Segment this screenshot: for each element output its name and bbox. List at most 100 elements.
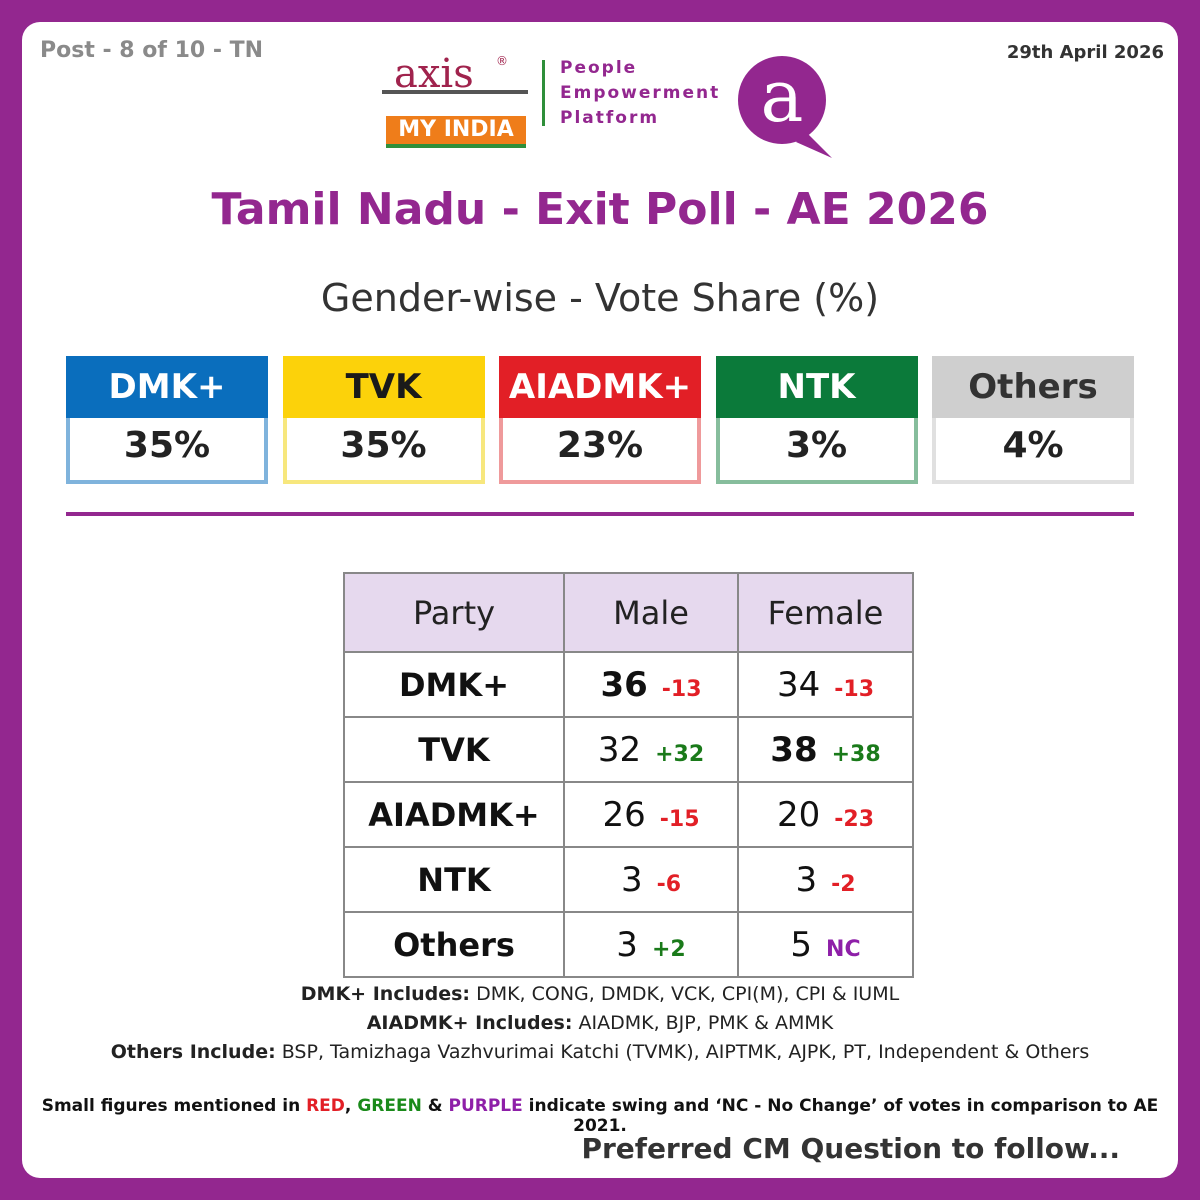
swing: -2	[831, 871, 856, 897]
vote-share: 26	[602, 794, 646, 835]
party-card: TVK 35%	[282, 356, 485, 484]
swing: -23	[834, 806, 874, 832]
table-row: NTK 3 -6 3 -2	[343, 846, 914, 913]
subtitle: Gender-wise - Vote Share (%)	[320, 276, 880, 320]
party-share: 3%	[715, 418, 918, 484]
party-share: 35%	[66, 418, 268, 484]
female-cell: 3 -2	[737, 846, 914, 913]
column-header: Party	[343, 572, 565, 653]
party-cell: TVK	[343, 716, 565, 783]
vote-share: 3	[795, 859, 818, 900]
note-text: DMK, CONG, DMDK, VCK, CPI(M), CPI & IUML	[476, 983, 900, 1005]
note-text: AIADMK, BJP, PMK & AMMK	[578, 1012, 834, 1034]
male-cell: 26 -15	[563, 781, 739, 848]
header-row: Party Male Female	[343, 572, 914, 653]
swing: +38	[831, 741, 881, 767]
tagline-line: People	[560, 58, 638, 78]
party-share: 4%	[932, 418, 1134, 484]
party-cell: AIADMK+	[343, 781, 565, 848]
swing: +32	[655, 741, 705, 767]
column-header: Female	[737, 572, 914, 653]
table-row: TVK 32 +32 38 +38	[343, 716, 914, 783]
male-cell: 3 +2	[563, 911, 739, 978]
female-cell: 34 -13	[737, 651, 914, 718]
note-label: AIADMK+ Includes:	[366, 1012, 573, 1034]
table-row: DMK+ 36 -13 34 -13	[343, 651, 914, 718]
female-cell: 38 +38	[737, 716, 914, 783]
party-name: Others	[932, 356, 1134, 418]
date: 29th April 2026	[1006, 42, 1164, 63]
vote-share: 3	[620, 859, 643, 900]
footnote: Small figures mentioned in RED, GREEN & …	[22, 1096, 1178, 1136]
footnote-part: ,	[344, 1096, 358, 1116]
logo-divider	[542, 60, 545, 126]
separator	[66, 512, 1134, 516]
footnote-part: Small figures mentioned in	[41, 1096, 307, 1116]
logo: axis ® MY INDIA	[372, 52, 532, 152]
footnote-part: indicate swing and ‘NC - No Change’ of v…	[522, 1096, 1159, 1136]
icon-letter: a	[761, 54, 804, 138]
logo-axis: axis	[394, 51, 474, 97]
table-row: AIADMK+ 26 -15 20 -23	[343, 781, 914, 848]
footnote-part: GREEN	[357, 1096, 422, 1116]
swing: NC	[826, 936, 861, 962]
vote-share: 38	[770, 729, 818, 770]
party-share: 35%	[282, 418, 485, 484]
female-cell: 5 NC	[737, 911, 914, 978]
post-counter: Post - 8 of 10 - TN	[40, 38, 264, 63]
logo-rule	[382, 90, 528, 94]
vote-share: 32	[597, 729, 642, 770]
male-cell: 32 +32	[563, 716, 739, 783]
notes: DMK+ Includes: DMK, CONG, DMDK, VCK, CPI…	[22, 980, 1178, 1067]
male-cell: 3 -6	[563, 846, 739, 913]
swing: -13	[834, 676, 874, 702]
vote-share: 5	[790, 924, 813, 965]
party-name: NTK	[715, 356, 918, 418]
logo-reg: ®	[496, 54, 508, 68]
footer: Preferred CM Question to follow...	[581, 1132, 1120, 1165]
tagline: People Empowerment Platform	[560, 56, 720, 131]
swing: -15	[659, 806, 700, 832]
title: Tamil Nadu - Exit Poll - AE 2026	[211, 184, 989, 235]
footnote-part: &	[421, 1096, 449, 1116]
party-name: DMK+	[66, 356, 268, 418]
vote-share: 34	[776, 664, 821, 705]
note-label: Others Include:	[110, 1041, 276, 1063]
vote-share: 36	[600, 664, 648, 705]
party-name: AIADMK+	[499, 356, 701, 418]
table-row: Others 3 +2 5 NC	[343, 911, 914, 978]
party-cell: Others	[343, 911, 565, 978]
platform-icon: a	[738, 54, 832, 158]
frame: Post - 8 of 10 - TN 29th April 2026 axis…	[22, 22, 1178, 1178]
note-label: DMK+ Includes:	[300, 983, 471, 1005]
party-card: Others 4%	[932, 356, 1134, 484]
icon-circle	[738, 56, 826, 144]
column-header: Male	[563, 572, 739, 653]
logo-myindia: MY INDIA	[386, 116, 526, 148]
icon-tail	[796, 132, 832, 158]
footnote-part: PURPLE	[448, 1096, 523, 1116]
female-cell: 20 -23	[737, 781, 914, 848]
swing: +2	[651, 936, 686, 962]
swing: -13	[661, 676, 702, 702]
note: Others Include: BSP, Tamizhaga Vazhvurim…	[22, 1038, 1178, 1067]
party-card: NTK 3%	[715, 356, 918, 484]
party-card: AIADMK+ 23%	[499, 356, 701, 484]
vote-share: 20	[776, 794, 821, 835]
party-name: TVK	[282, 356, 485, 418]
male-cell: 36 -13	[563, 651, 739, 718]
note: DMK+ Includes: DMK, CONG, DMDK, VCK, CPI…	[22, 980, 1178, 1009]
footnote-part: RED	[306, 1096, 345, 1116]
swing: -6	[656, 871, 682, 897]
party-cell: DMK+	[343, 651, 565, 718]
party-share: 23%	[499, 418, 701, 484]
note: AIADMK+ Includes: AIADMK, BJP, PMK & AMM…	[22, 1009, 1178, 1038]
swing-table: Party Male Female DMK+ 36 -13 34 -13 TVK 32 +32 38 +…	[343, 572, 914, 978]
party-cell: NTK	[343, 846, 565, 913]
party-card: DMK+ 35%	[66, 356, 268, 484]
note-text: BSP, Tamizhaga Vazhvurimai Katchi (TVMK)…	[281, 1041, 1090, 1063]
vote-share: 3	[616, 924, 638, 965]
tagline-line: Empowerment	[560, 83, 721, 103]
tagline-line: Platform	[560, 108, 660, 128]
